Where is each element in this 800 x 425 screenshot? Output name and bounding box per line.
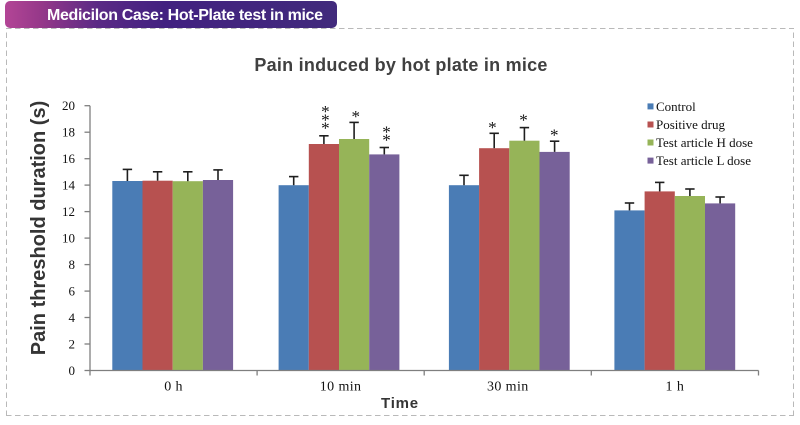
svg-text:Pain induced by hot plate in m: Pain induced by hot plate in mice (254, 55, 547, 75)
svg-text:Test article L dose: Test article L dose (656, 153, 751, 168)
svg-text:0: 0 (69, 363, 76, 378)
svg-text:*: * (382, 123, 391, 142)
svg-text:10: 10 (62, 231, 75, 246)
svg-text:Time: Time (381, 395, 419, 412)
svg-text:*: * (321, 118, 330, 137)
svg-text:Control: Control (656, 99, 696, 114)
svg-text:1 h: 1 h (666, 380, 685, 395)
svg-text:*: * (352, 107, 361, 126)
svg-text:*: * (321, 102, 330, 121)
svg-text:16: 16 (62, 151, 76, 166)
svg-text:14: 14 (62, 178, 76, 193)
svg-text:Positive drug: Positive drug (656, 117, 725, 132)
svg-text:0 h: 0 h (164, 380, 183, 395)
svg-text:20: 20 (62, 98, 75, 113)
svg-text:18: 18 (62, 125, 75, 140)
svg-text:2: 2 (69, 337, 76, 352)
svg-text:12: 12 (62, 204, 75, 219)
svg-text:Pain threshold duration (s): Pain threshold duration (s) (28, 101, 50, 355)
svg-text:Test article H dose: Test article H dose (656, 135, 753, 150)
svg-text:*: * (321, 110, 330, 129)
svg-text:6: 6 (69, 284, 76, 299)
svg-text:*: * (519, 110, 528, 129)
svg-text:4: 4 (69, 310, 76, 325)
svg-text:*: * (488, 118, 497, 137)
svg-text:*: * (550, 126, 559, 145)
svg-text:8: 8 (69, 257, 76, 272)
svg-text:30 min: 30 min (487, 380, 529, 395)
svg-text:*: * (382, 131, 391, 150)
svg-text:10 min: 10 min (320, 380, 362, 395)
